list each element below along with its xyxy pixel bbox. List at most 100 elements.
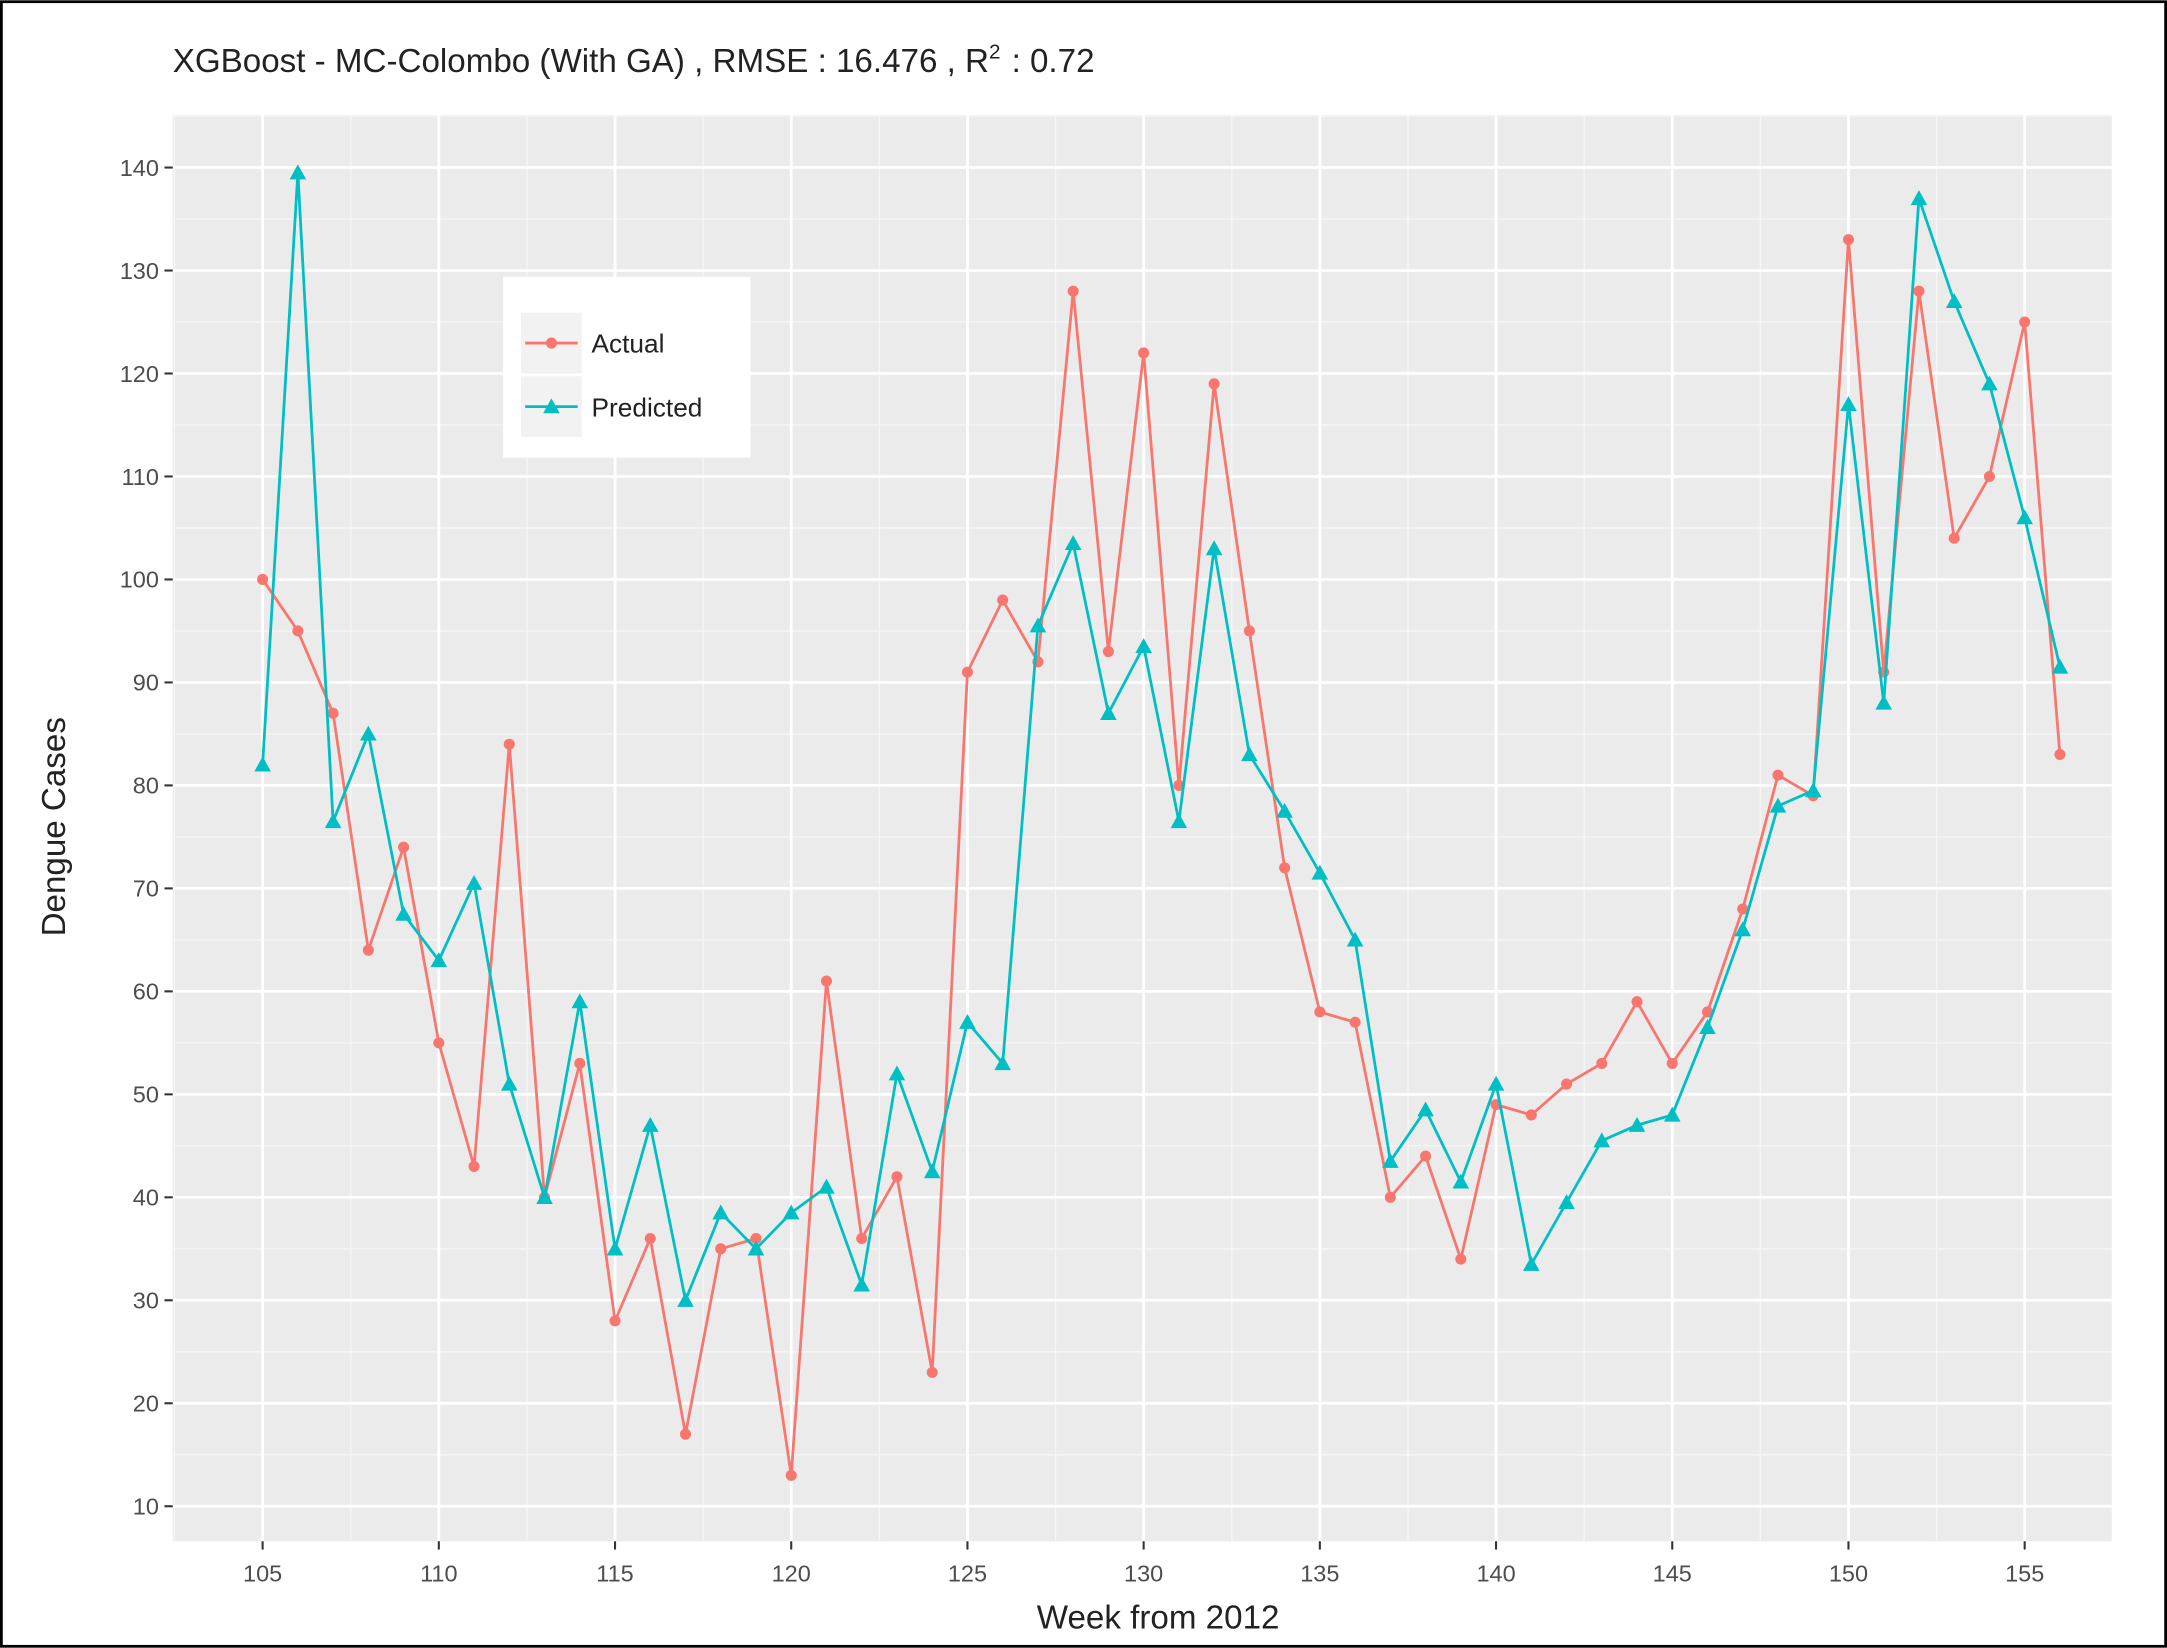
point <box>395 905 412 921</box>
y-tick-label: 40 <box>133 1185 159 1211</box>
point <box>1769 797 1787 813</box>
point <box>926 1366 938 1378</box>
x-tick-label: 135 <box>1300 1560 1339 1586</box>
x-tick-label: 120 <box>772 1560 811 1586</box>
point <box>785 1469 797 1481</box>
point <box>712 1204 730 1220</box>
point <box>1701 1006 1714 1018</box>
point <box>853 1276 871 1292</box>
point <box>1382 1152 1399 1168</box>
y-tick-label: 20 <box>133 1391 159 1417</box>
x-tick-label: 155 <box>2005 1560 2044 1586</box>
point <box>1842 234 1854 246</box>
point <box>750 1232 762 1245</box>
point <box>1948 532 1960 544</box>
point <box>997 594 1009 606</box>
point <box>1173 779 1185 791</box>
point <box>360 725 377 741</box>
point <box>1279 862 1291 874</box>
point <box>782 1204 800 1220</box>
point <box>923 1163 941 1179</box>
point <box>2016 509 2033 525</box>
point <box>1523 1255 1540 1271</box>
point <box>1138 347 1150 359</box>
legend: Actual Predicted <box>503 276 751 458</box>
point <box>1314 1006 1326 1018</box>
y-tick-label: 130 <box>120 258 159 284</box>
point <box>574 1057 586 1069</box>
point <box>1455 1253 1467 1265</box>
point <box>468 1160 480 1172</box>
point <box>1205 540 1223 556</box>
point <box>1102 646 1114 658</box>
point <box>430 952 448 968</box>
point <box>1067 285 1079 297</box>
point <box>1384 1191 1396 1203</box>
point <box>1558 1194 1575 1210</box>
point <box>324 813 342 829</box>
point <box>994 1055 1011 1071</box>
point <box>1593 1132 1611 1148</box>
point <box>1064 535 1082 551</box>
title-superscript: 2 <box>989 40 1001 63</box>
point <box>1737 903 1749 915</box>
point <box>1241 746 1258 762</box>
point <box>1772 769 1784 781</box>
point <box>856 1232 868 1245</box>
point <box>1311 864 1329 880</box>
point <box>818 1178 835 1194</box>
y-tick-label: 110 <box>121 464 158 490</box>
point <box>1561 1078 1573 1090</box>
point <box>292 625 304 637</box>
point <box>1699 1019 1716 1035</box>
point <box>888 1065 906 1081</box>
x-tick-label: 125 <box>948 1560 987 1586</box>
point <box>1243 625 1255 637</box>
point <box>1100 705 1117 720</box>
point <box>1734 921 1752 937</box>
point <box>1875 694 1893 710</box>
point <box>679 1428 692 1440</box>
x-tick-label: 115 <box>596 1560 633 1586</box>
point <box>1135 638 1152 654</box>
point <box>747 1240 765 1256</box>
point <box>465 874 483 890</box>
point <box>545 337 557 349</box>
point <box>609 1315 621 1327</box>
x-tick-label: 140 <box>1476 1560 1515 1586</box>
y-tick-label: 90 <box>133 670 159 696</box>
point <box>606 1240 624 1256</box>
x-tick-label: 110 <box>420 1560 457 1586</box>
point <box>503 738 515 750</box>
point <box>1910 190 1928 206</box>
point <box>433 1037 445 1049</box>
point <box>536 1189 553 1204</box>
point <box>2051 658 2069 674</box>
point <box>1945 293 1963 309</box>
point <box>1170 813 1188 829</box>
chart-title: XGBoost - MC-Colombo (With GA) , RMSE : … <box>173 40 1095 80</box>
point <box>644 1232 656 1245</box>
legend-label: Predicted <box>592 392 703 422</box>
point <box>327 707 339 719</box>
point <box>1346 931 1364 947</box>
plot-background <box>172 115 2112 1542</box>
point <box>257 573 269 585</box>
y-tick-label: 100 <box>120 567 159 593</box>
point <box>1029 617 1047 633</box>
point <box>2019 316 2031 328</box>
point <box>677 1292 694 1307</box>
point <box>715 1243 727 1255</box>
y-tick-label: 60 <box>133 979 159 1005</box>
point <box>1349 1016 1361 1028</box>
y-tick-label: 80 <box>133 773 159 799</box>
point <box>959 1013 976 1029</box>
point <box>961 666 973 678</box>
point <box>1596 1057 1608 1069</box>
y-axis-label: Dengue Cases <box>36 717 73 936</box>
point <box>254 756 271 772</box>
point <box>641 1116 659 1132</box>
x-tick-label: 130 <box>1124 1560 1163 1586</box>
